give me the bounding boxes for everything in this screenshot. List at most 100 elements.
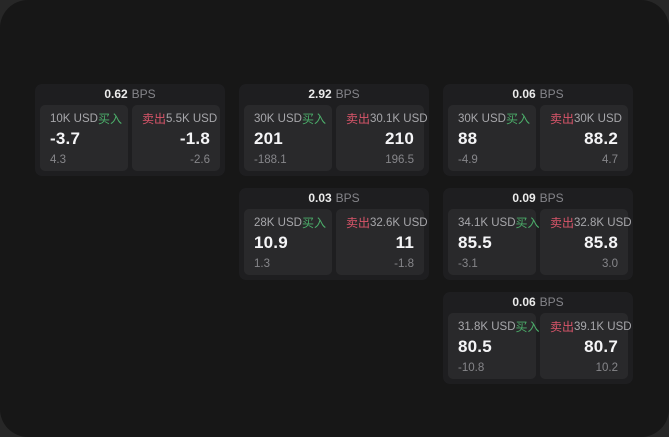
buy-notional: 34.1K USD	[458, 217, 516, 229]
sell-notional: 30K USD	[574, 113, 622, 125]
buy-quote-tile[interactable]: 31.8K USD 买入 80.5 -10.8	[448, 313, 540, 379]
sell-notional: 30.1K USD	[370, 113, 428, 125]
sell-price-value: 11	[395, 233, 414, 252]
sell-side-label: 卖出	[550, 216, 575, 230]
card-header: 0.06 BPS	[448, 292, 628, 313]
sell-delta-value: 196.5	[385, 154, 414, 166]
buy-delta-value: -188.1	[254, 154, 287, 166]
sell-price-value: 210	[385, 129, 414, 148]
sell-quote-tile[interactable]: 卖出 5.5K USD -1.8 -2.6	[132, 105, 220, 171]
buy-delta-value: 4.3	[50, 154, 66, 166]
card-header: 0.06 BPS	[448, 84, 628, 105]
bps-value: 0.03	[308, 191, 332, 205]
quote-card: 0.06 BPS 30K USD 买入 88 -4.9 卖出 30K USD 8…	[443, 84, 633, 176]
sell-delta-value: 3.0	[602, 258, 618, 270]
buy-tile-header: 10K USD 买入	[50, 113, 122, 126]
sell-delta-value: -2.6	[190, 154, 210, 166]
buy-price-value: -3.7	[50, 129, 81, 148]
sell-tile-header: 卖出 5.5K USD	[142, 112, 217, 126]
buy-delta-value: 1.3	[254, 258, 270, 270]
sell-tile-header: 卖出 39.1K USD	[550, 320, 632, 334]
sell-tile-header: 卖出 32.6K USD	[346, 216, 428, 230]
buy-quote-tile[interactable]: 30K USD 买入 201 -188.1	[244, 105, 332, 171]
sell-price-value: 88.2	[584, 129, 618, 148]
quote-card: 2.92 BPS 30K USD 买入 201 -188.1 卖出 30.1K …	[239, 84, 429, 176]
bps-unit-label: BPS	[335, 87, 360, 101]
bps-value: 2.92	[308, 87, 332, 101]
quote-card: 0.03 BPS 28K USD 买入 10.9 1.3 卖出 32.6K US…	[239, 188, 429, 280]
buy-quote-tile[interactable]: 34.1K USD 买入 85.5 -3.1	[448, 209, 540, 275]
sell-quote-tile[interactable]: 卖出 30.1K USD 210 196.5	[336, 105, 428, 171]
sell-tile-header: 卖出 30.1K USD	[346, 112, 428, 126]
bps-value: 0.62	[104, 87, 128, 101]
buy-tile-header: 31.8K USD 买入	[458, 321, 540, 334]
buy-quote-tile[interactable]: 28K USD 买入 10.9 1.3	[244, 209, 332, 275]
buy-tile-header: 34.1K USD 买入	[458, 217, 540, 230]
sell-side-label: 卖出	[142, 112, 167, 126]
sell-side-label: 卖出	[346, 216, 371, 230]
buy-notional: 28K USD	[254, 217, 302, 229]
buy-tile-header: 28K USD 买入	[254, 217, 326, 230]
card-header: 0.03 BPS	[244, 188, 424, 209]
buy-price-value: 201	[254, 129, 283, 148]
sell-notional: 5.5K USD	[166, 113, 218, 125]
sell-delta-value: 4.7	[602, 154, 618, 166]
bps-unit-label: BPS	[539, 87, 564, 101]
sell-notional: 32.8K USD	[574, 217, 632, 229]
buy-price-value: 85.5	[458, 233, 492, 252]
buy-delta-value: -4.9	[458, 154, 478, 166]
sell-quote-tile[interactable]: 卖出 32.8K USD 85.8 3.0	[540, 209, 632, 275]
sell-tile-header: 卖出 32.8K USD	[550, 216, 632, 230]
sell-quote-tile[interactable]: 卖出 32.6K USD 11 -1.8	[336, 209, 428, 275]
card-header: 0.62 BPS	[40, 84, 220, 105]
sell-price-value: 80.7	[584, 337, 618, 356]
buy-side-label: 买入	[505, 112, 530, 126]
buy-notional: 30K USD	[458, 113, 506, 125]
buy-side-label: 买入	[301, 216, 326, 230]
quote-card: 0.09 BPS 34.1K USD 买入 85.5 -3.1 卖出 32.8K…	[443, 188, 633, 280]
sell-price-value: 85.8	[584, 233, 618, 252]
buy-side-label: 买入	[515, 216, 540, 230]
quote-card: 0.06 BPS 31.8K USD 买入 80.5 -10.8 卖出 39.1…	[443, 292, 633, 384]
quote-panels: 34.1K USD 买入 85.5 -3.1 卖出 32.8K USD 85.8…	[448, 209, 632, 275]
buy-quote-tile[interactable]: 30K USD 买入 88 -4.9	[448, 105, 536, 171]
bps-unit-label: BPS	[539, 191, 564, 205]
buy-quote-tile[interactable]: 10K USD 买入 -3.7 4.3	[40, 105, 128, 171]
card-header: 2.92 BPS	[244, 84, 424, 105]
quote-panels: 30K USD 买入 88 -4.9 卖出 30K USD 88.2 4.7	[448, 105, 628, 171]
buy-price-value: 80.5	[458, 337, 492, 356]
buy-side-label: 买入	[301, 112, 326, 126]
sell-delta-value: -1.8	[394, 258, 414, 270]
sell-delta-value: 10.2	[595, 362, 618, 374]
quote-panels: 31.8K USD 买入 80.5 -10.8 卖出 39.1K USD 80.…	[448, 313, 632, 379]
buy-tile-header: 30K USD 买入	[254, 113, 326, 126]
bps-unit-label: BPS	[335, 191, 360, 205]
bps-value: 0.09	[512, 191, 536, 205]
quote-card: 0.62 BPS 10K USD 买入 -3.7 4.3 卖出 5.5K USD…	[35, 84, 225, 176]
buy-price-value: 10.9	[254, 233, 288, 252]
buy-price-value: 88	[458, 129, 478, 148]
sell-tile-header: 卖出 30K USD	[550, 112, 622, 126]
bps-unit-label: BPS	[539, 295, 564, 309]
sell-side-label: 卖出	[550, 112, 575, 126]
quote-cards-grid: 0.62 BPS 10K USD 买入 -3.7 4.3 卖出 5.5K USD…	[35, 84, 633, 384]
quote-panels: 28K USD 买入 10.9 1.3 卖出 32.6K USD 11 -1.8	[244, 209, 428, 275]
bps-value: 0.06	[512, 295, 536, 309]
buy-tile-header: 30K USD 买入	[458, 113, 530, 126]
bps-unit-label: BPS	[131, 87, 156, 101]
sell-price-value: -1.8	[179, 129, 210, 148]
buy-side-label: 买入	[515, 320, 540, 334]
buy-delta-value: -10.8	[458, 362, 485, 374]
sell-side-label: 卖出	[550, 320, 575, 334]
buy-delta-value: -3.1	[458, 258, 478, 270]
sell-side-label: 卖出	[346, 112, 371, 126]
bps-value: 0.06	[512, 87, 536, 101]
sell-quote-tile[interactable]: 卖出 39.1K USD 80.7 10.2	[540, 313, 632, 379]
card-header: 0.09 BPS	[448, 188, 628, 209]
buy-notional: 31.8K USD	[458, 321, 516, 333]
sell-notional: 32.6K USD	[370, 217, 428, 229]
sell-quote-tile[interactable]: 卖出 30K USD 88.2 4.7	[540, 105, 628, 171]
buy-side-label: 买入	[97, 112, 122, 126]
